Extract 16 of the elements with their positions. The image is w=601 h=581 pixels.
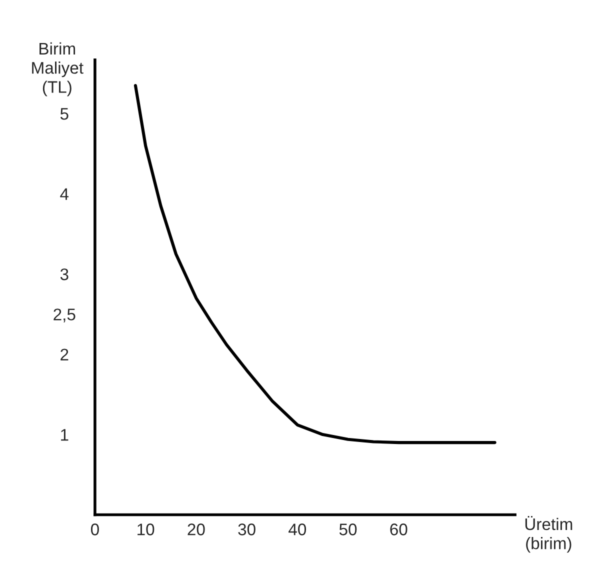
y-tick-label: 3 — [60, 268, 68, 280]
y-tick-label: 2 — [60, 348, 68, 360]
x-tick-label: 0 — [90, 524, 99, 536]
y-tick-label: 2,5 — [54, 308, 76, 322]
y-tick-label: 1 — [61, 429, 68, 441]
x-tick-label: 10 — [138, 524, 154, 536]
y-axis-title: Birim Maliyet (TL) — [32, 42, 84, 96]
line-series — [134, 84, 496, 444]
x-tick-label: 60 — [390, 524, 408, 536]
x-tick-label: 40 — [288, 524, 306, 536]
x-tick-label: 20 — [188, 524, 205, 536]
y-tick-label: 5 — [60, 108, 68, 120]
y-tick-label: 4 — [60, 188, 69, 200]
x-tick-label: 50 — [339, 524, 357, 536]
x-tick-label: 30 — [238, 524, 256, 536]
x-axis-title: Üretim (birim) — [525, 516, 572, 553]
